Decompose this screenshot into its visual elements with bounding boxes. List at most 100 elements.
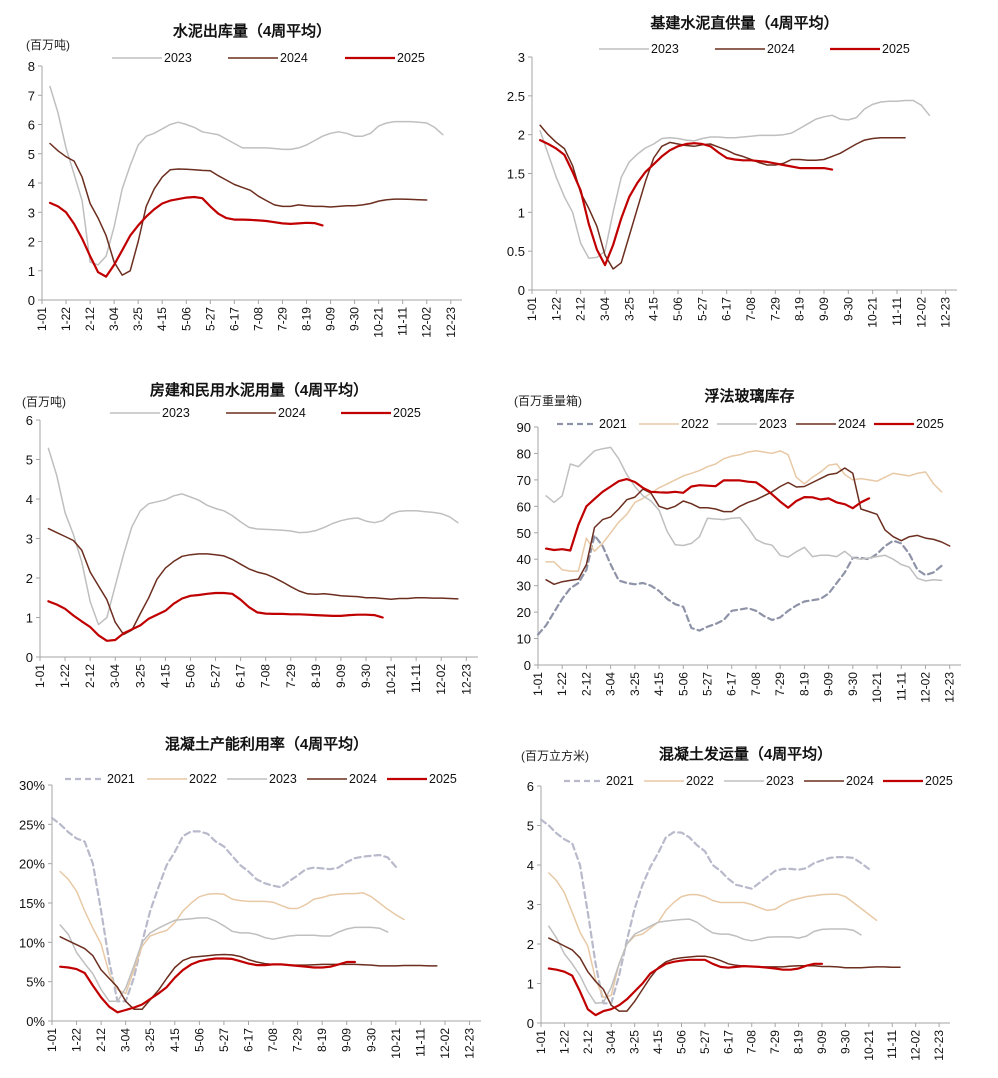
x-tick-label: 1-22 [549, 297, 563, 321]
x-tick-label: 2-12 [94, 1028, 108, 1052]
y-tick-label: 30% [19, 778, 45, 793]
x-tick-label: 7-08 [749, 672, 763, 696]
legend-label-2023: 2023 [164, 51, 192, 65]
legend-label-2021: 2021 [107, 772, 135, 786]
x-tick-label: 6-17 [721, 1030, 735, 1054]
legend-label-2021: 2021 [599, 417, 627, 431]
y-tick-label: 10% [19, 935, 45, 950]
y-tick-label: 10 [517, 632, 531, 647]
y-tick-label: 5 [527, 819, 534, 834]
y-tick-label: 0 [524, 658, 531, 673]
x-tick-label: 11-11 [413, 1028, 427, 1057]
x-tick-label: 2-12 [581, 1030, 595, 1054]
y-tick-label: 8 [28, 59, 35, 74]
x-tick-label: 12-23 [932, 1030, 946, 1061]
x-tick-label: 9-30 [841, 297, 855, 321]
x-tick-label: 2-12 [574, 297, 588, 321]
legend-label-2024: 2024 [349, 772, 377, 786]
x-tick-label: 5-27 [217, 1028, 231, 1052]
x-tick-label: 9-09 [822, 672, 836, 696]
x-tick-label: 1-01 [33, 664, 47, 688]
x-tick-label: 9-30 [838, 1030, 852, 1054]
legend-label-2025: 2025 [916, 417, 944, 431]
series-line-2024 [545, 467, 951, 586]
legend-label-2023: 2023 [162, 406, 190, 420]
x-tick-label: 9-09 [815, 1030, 829, 1054]
legend-label-2021: 2021 [606, 774, 634, 788]
x-tick-label: 11-11 [396, 307, 410, 336]
series-line-2023 [545, 446, 943, 582]
y-tick-label: 5 [28, 147, 35, 162]
y-tick-label: 6 [28, 118, 35, 133]
x-tick-label: 4-15 [652, 672, 666, 696]
series-line-2024 [49, 142, 428, 276]
chart-title: 基建水泥直供量（4周平均） [649, 14, 838, 32]
x-tick-label: 9-09 [340, 1028, 354, 1052]
y-tick-label: 5% [26, 975, 45, 990]
x-tick-label: 12-23 [463, 1028, 477, 1059]
x-tick-label: 1-01 [531, 672, 545, 696]
x-tick-label: 1-01 [35, 307, 49, 331]
y-tick-label: 4 [527, 858, 534, 873]
x-tick-label: 5-06 [192, 1028, 206, 1052]
y-tick-label: 60 [517, 499, 531, 514]
legend-label-2023: 2023 [651, 42, 679, 56]
chart-svg: 混凝土发运量（4周平均） (百万立方米) 0 1 2 3 4 5 6 1-01 1-22 2-12 3-… [521, 745, 953, 1061]
x-tick-label: 10-21 [866, 297, 880, 328]
x-tick-label: 1-22 [58, 664, 72, 688]
x-tick-label: 3-04 [604, 1030, 618, 1054]
y-tick-label: 1.5 [507, 167, 525, 182]
y-tick-label: 25% [19, 817, 45, 832]
legend-label-2025: 2025 [393, 406, 421, 420]
x-tick-label: 12-02 [434, 664, 448, 695]
legend-label-2023: 2023 [759, 417, 787, 431]
series-line-2023 [59, 917, 389, 1003]
y-tick-label: 0 [28, 293, 35, 308]
x-tick-label: 7-08 [744, 297, 758, 321]
legend-label-2024: 2024 [838, 417, 866, 431]
x-tick-label: 3-25 [131, 307, 145, 331]
y-tick-label: 0% [26, 1014, 45, 1029]
x-tick-label: 3-25 [628, 672, 642, 696]
legend-label-2024: 2024 [278, 406, 306, 420]
series-line-2025 [47, 591, 384, 642]
y-tick-label: 70 [517, 473, 531, 488]
x-tick-label: 2-12 [83, 664, 97, 688]
x-tick-label: 3-25 [622, 297, 636, 321]
series-line-2024 [539, 124, 906, 270]
x-tick-label: 7-08 [259, 664, 273, 688]
x-tick-label: 7-29 [768, 1030, 782, 1054]
series-line-2025 [547, 958, 824, 1017]
x-tick-label: 8-19 [309, 664, 323, 688]
x-tick-label: 12-23 [459, 664, 473, 695]
x-tick-label: 10-21 [372, 307, 386, 338]
y-tick-label: 20% [19, 857, 45, 872]
y-tick-label: 0 [26, 650, 33, 665]
x-tick-label: 12-23 [939, 297, 953, 328]
legend-label-2024: 2024 [846, 774, 874, 788]
x-tick-label: 10-21 [862, 1030, 876, 1061]
x-tick-label: 7-29 [275, 307, 289, 331]
x-tick-label: 5-27 [203, 307, 217, 331]
y-tick-label: 0 [527, 1016, 534, 1031]
series-line-2025 [539, 139, 834, 267]
x-tick-label: 12-02 [914, 297, 928, 328]
x-tick-label: 7-29 [284, 664, 298, 688]
x-tick-label: 5-27 [695, 297, 709, 321]
chart-title: 混凝土发运量（4周平均） [659, 745, 832, 763]
legend-label-2025: 2025 [882, 42, 910, 56]
chart-svg: 房建和民用水泥用量（4周平均） (百万吨) 0 1 2 3 4 5 6 1-01 1-22 2-12 3… [22, 381, 478, 695]
x-tick-label: 8-19 [300, 307, 314, 331]
x-tick-label: 3-04 [604, 672, 618, 696]
chart-title: 混凝土产能利用率（4周平均） [165, 735, 368, 753]
legend-label-2025: 2025 [925, 774, 953, 788]
x-tick-label: 5-06 [183, 664, 197, 688]
series-line-2025 [59, 957, 356, 1014]
y-tick-label: 2 [518, 128, 525, 143]
x-tick-label: 6-17 [241, 1028, 255, 1052]
legend-label-2024: 2024 [767, 42, 795, 56]
x-tick-label: 1-22 [59, 307, 73, 331]
series-line-2021 [539, 818, 870, 1005]
x-tick-label: 5-27 [209, 664, 223, 688]
series-line-2024 [548, 937, 901, 1012]
